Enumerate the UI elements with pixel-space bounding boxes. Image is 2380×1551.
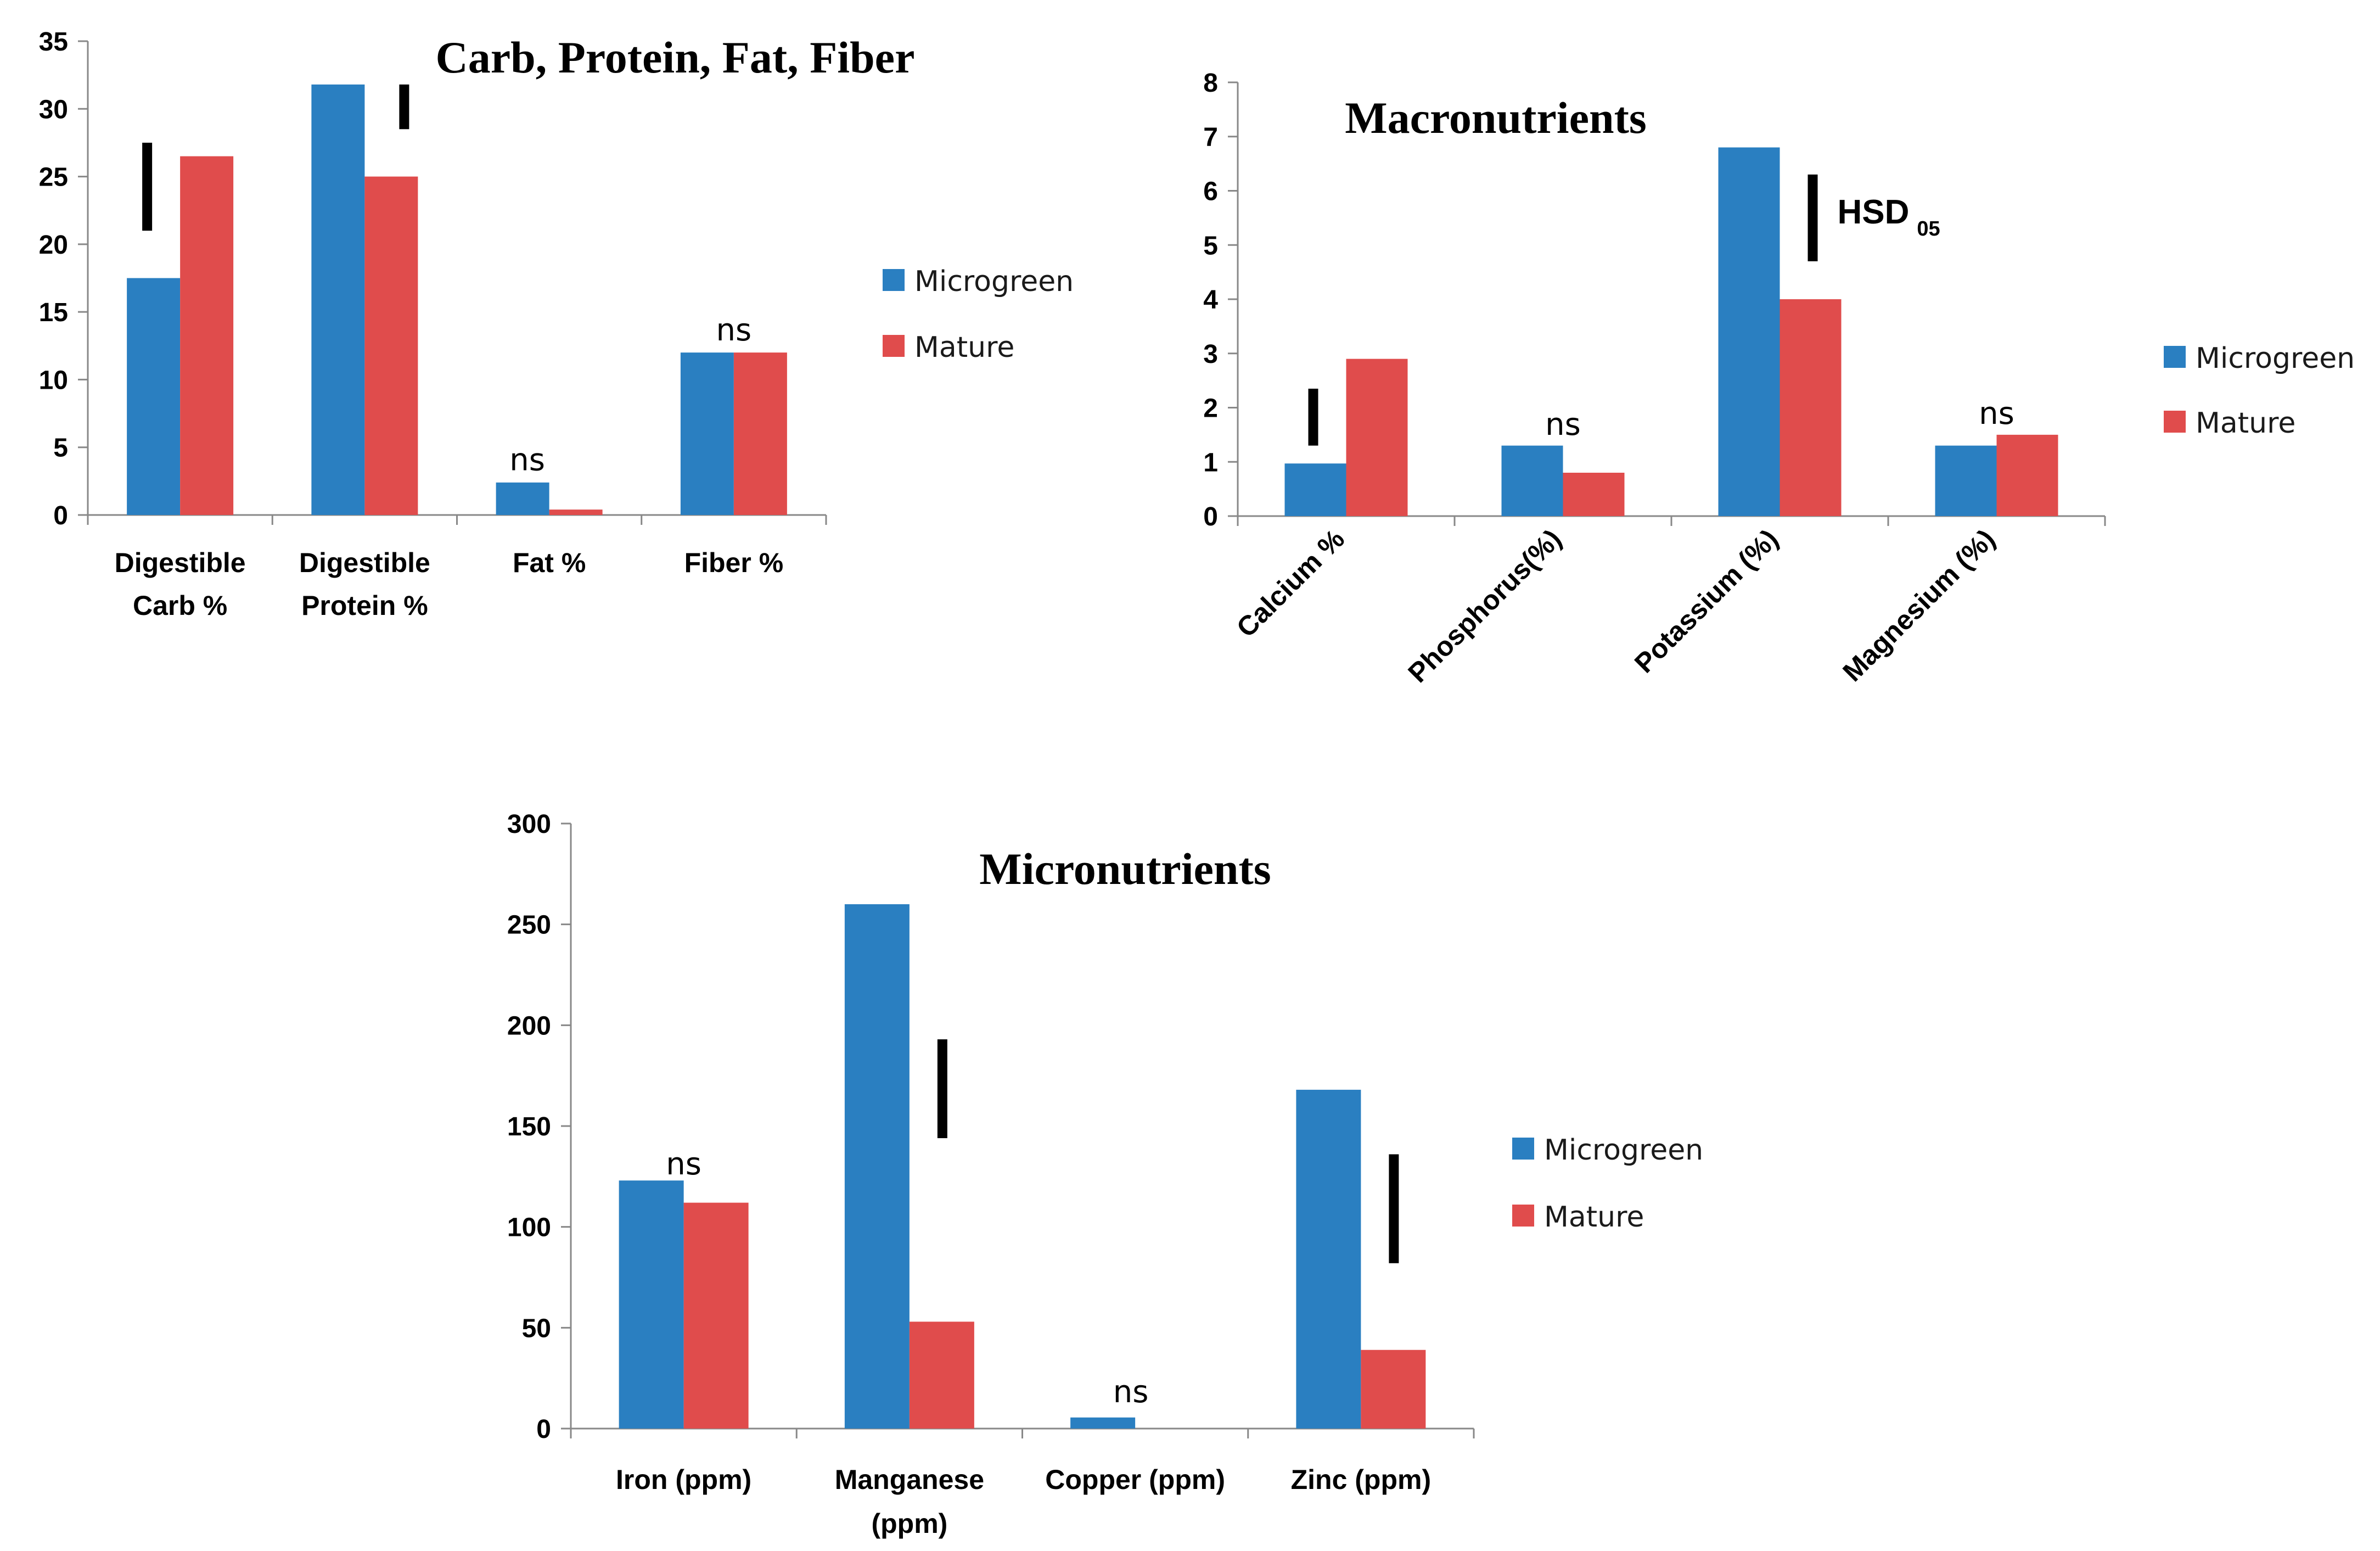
chart-1: Carb, Protein, Fat, Fiber 0 5 10 15 20 25 30 35 D…	[39, 27, 1074, 621]
legend-swatch	[2164, 346, 2186, 368]
legend-label: Microgreen	[1544, 1134, 1703, 1167]
legend-swatch	[883, 335, 905, 357]
bar-mature-3	[733, 352, 787, 515]
bar-microgreen-2	[496, 482, 549, 515]
x-tick-label: Fat %	[513, 547, 586, 578]
y-tick-label: 300	[507, 810, 551, 839]
bar-mature-0	[683, 1202, 749, 1429]
bar-microgreen-1	[1501, 445, 1563, 516]
legend-label: Mature	[2196, 407, 2295, 440]
legend-swatch	[1512, 1138, 1534, 1160]
x-tick-label: Manganese	[835, 1464, 984, 1495]
legend-label: Microgreen	[2196, 342, 2355, 375]
bar-microgreen-1	[844, 904, 910, 1429]
y-tick-label: 150	[507, 1112, 551, 1141]
hsd-bar	[142, 142, 153, 231]
bar-mature-0	[1346, 359, 1408, 516]
legend-label: Mature	[1544, 1201, 1644, 1234]
y-tick-label: 4	[1203, 285, 1218, 315]
x-tick-label: Potassium (%)	[1629, 523, 1784, 679]
y-tick-label: 35	[39, 27, 68, 57]
y-tick-label: 2	[1203, 394, 1218, 423]
x-tick-label: Protein %	[301, 590, 428, 621]
y-tick-label: 50	[522, 1314, 551, 1343]
x-tick-label: Carb %	[133, 590, 227, 621]
hsd-bar	[1808, 174, 1818, 261]
bar-mature-1	[909, 1322, 974, 1429]
bar-microgreen-0	[619, 1180, 684, 1429]
y-tick-label: 3	[1203, 340, 1218, 369]
ns-label: ns	[1545, 407, 1581, 443]
chart-title: Micronutrients	[979, 844, 1271, 894]
hsd-bar	[399, 84, 409, 130]
y-tick-label: 0	[536, 1415, 551, 1444]
y-tick-label: 200	[507, 1011, 551, 1040]
bar-microgreen-3	[1935, 445, 1997, 516]
chart-2: Macronutrients 0 1 2 3 4 5 6 7 8 Calcium % Phosphor…	[1203, 69, 2355, 688]
hsd-bar	[1389, 1154, 1399, 1263]
y-tick-label: 15	[39, 298, 68, 327]
x-tick-label: Digestible	[299, 547, 430, 578]
y-tick-label: 7	[1203, 123, 1218, 152]
y-tick-label: 0	[53, 501, 68, 530]
ns-label: ns	[716, 312, 752, 348]
bar-mature-3	[1361, 1350, 1426, 1429]
y-tick-label: 25	[39, 163, 68, 192]
x-tick-label: (ppm)	[871, 1508, 947, 1539]
x-tick-label: Iron (ppm)	[616, 1464, 751, 1495]
ns-label: ns	[509, 443, 545, 478]
y-tick-label: 20	[39, 231, 68, 260]
bar-mature-2	[1780, 299, 1842, 516]
y-tick-label: 1	[1203, 448, 1218, 477]
y-tick-label: 250	[507, 911, 551, 940]
legend-swatch	[1512, 1205, 1534, 1227]
legend-label: Mature	[914, 331, 1014, 364]
bar-microgreen-0	[1284, 463, 1346, 516]
x-tick-label: Calcium %	[1231, 523, 1350, 643]
ns-label: ns	[1113, 1374, 1149, 1410]
hsd-label: HSD 05	[1838, 193, 1940, 240]
y-tick-label: 10	[39, 366, 68, 395]
y-tick-label: 100	[507, 1213, 551, 1242]
y-tick-label: 30	[39, 95, 68, 124]
y-tick-label: 5	[53, 434, 68, 463]
chart-3: Micronutrients 0 50 100 150 200 250 300 Iron (pp…	[507, 810, 1703, 1539]
y-tick-label: 0	[1203, 502, 1218, 531]
bar-mature-1	[1563, 473, 1625, 516]
x-tick-label: Copper (ppm)	[1045, 1464, 1225, 1495]
x-tick-label: Fiber %	[684, 547, 784, 578]
bar-microgreen-3	[1296, 1089, 1361, 1429]
y-tick-label: 6	[1203, 177, 1218, 206]
bar-microgreen-2	[1718, 147, 1780, 516]
x-tick-label: Zinc (ppm)	[1291, 1464, 1432, 1495]
bar-microgreen-0	[127, 278, 181, 515]
ns-label: ns	[1979, 396, 2014, 432]
bar-microgreen-2	[1070, 1417, 1136, 1429]
legend-swatch	[883, 269, 905, 291]
hsd-bar	[937, 1039, 947, 1139]
legend-label: Microgreen	[914, 265, 1074, 298]
hsd-bar	[1308, 388, 1318, 446]
bar-microgreen-1	[311, 84, 365, 516]
ns-label: ns	[666, 1146, 701, 1182]
chart-title: Macronutrients	[1345, 93, 1647, 143]
bar-mature-2	[549, 509, 603, 515]
bar-microgreen-3	[680, 352, 734, 515]
bar-mature-0	[180, 156, 234, 516]
bar-mature-1	[364, 176, 418, 516]
x-tick-label: Phosphorus(%)	[1402, 523, 1567, 688]
chart-title: Carb, Protein, Fat, Fiber	[436, 32, 915, 82]
x-tick-label: Digestible	[115, 547, 246, 578]
y-tick-label: 5	[1203, 231, 1218, 260]
legend-swatch	[2164, 411, 2186, 433]
bar-mature-3	[1996, 434, 2058, 516]
y-tick-label: 8	[1203, 69, 1218, 98]
x-tick-label: Magnesium (%)	[1837, 523, 2001, 687]
